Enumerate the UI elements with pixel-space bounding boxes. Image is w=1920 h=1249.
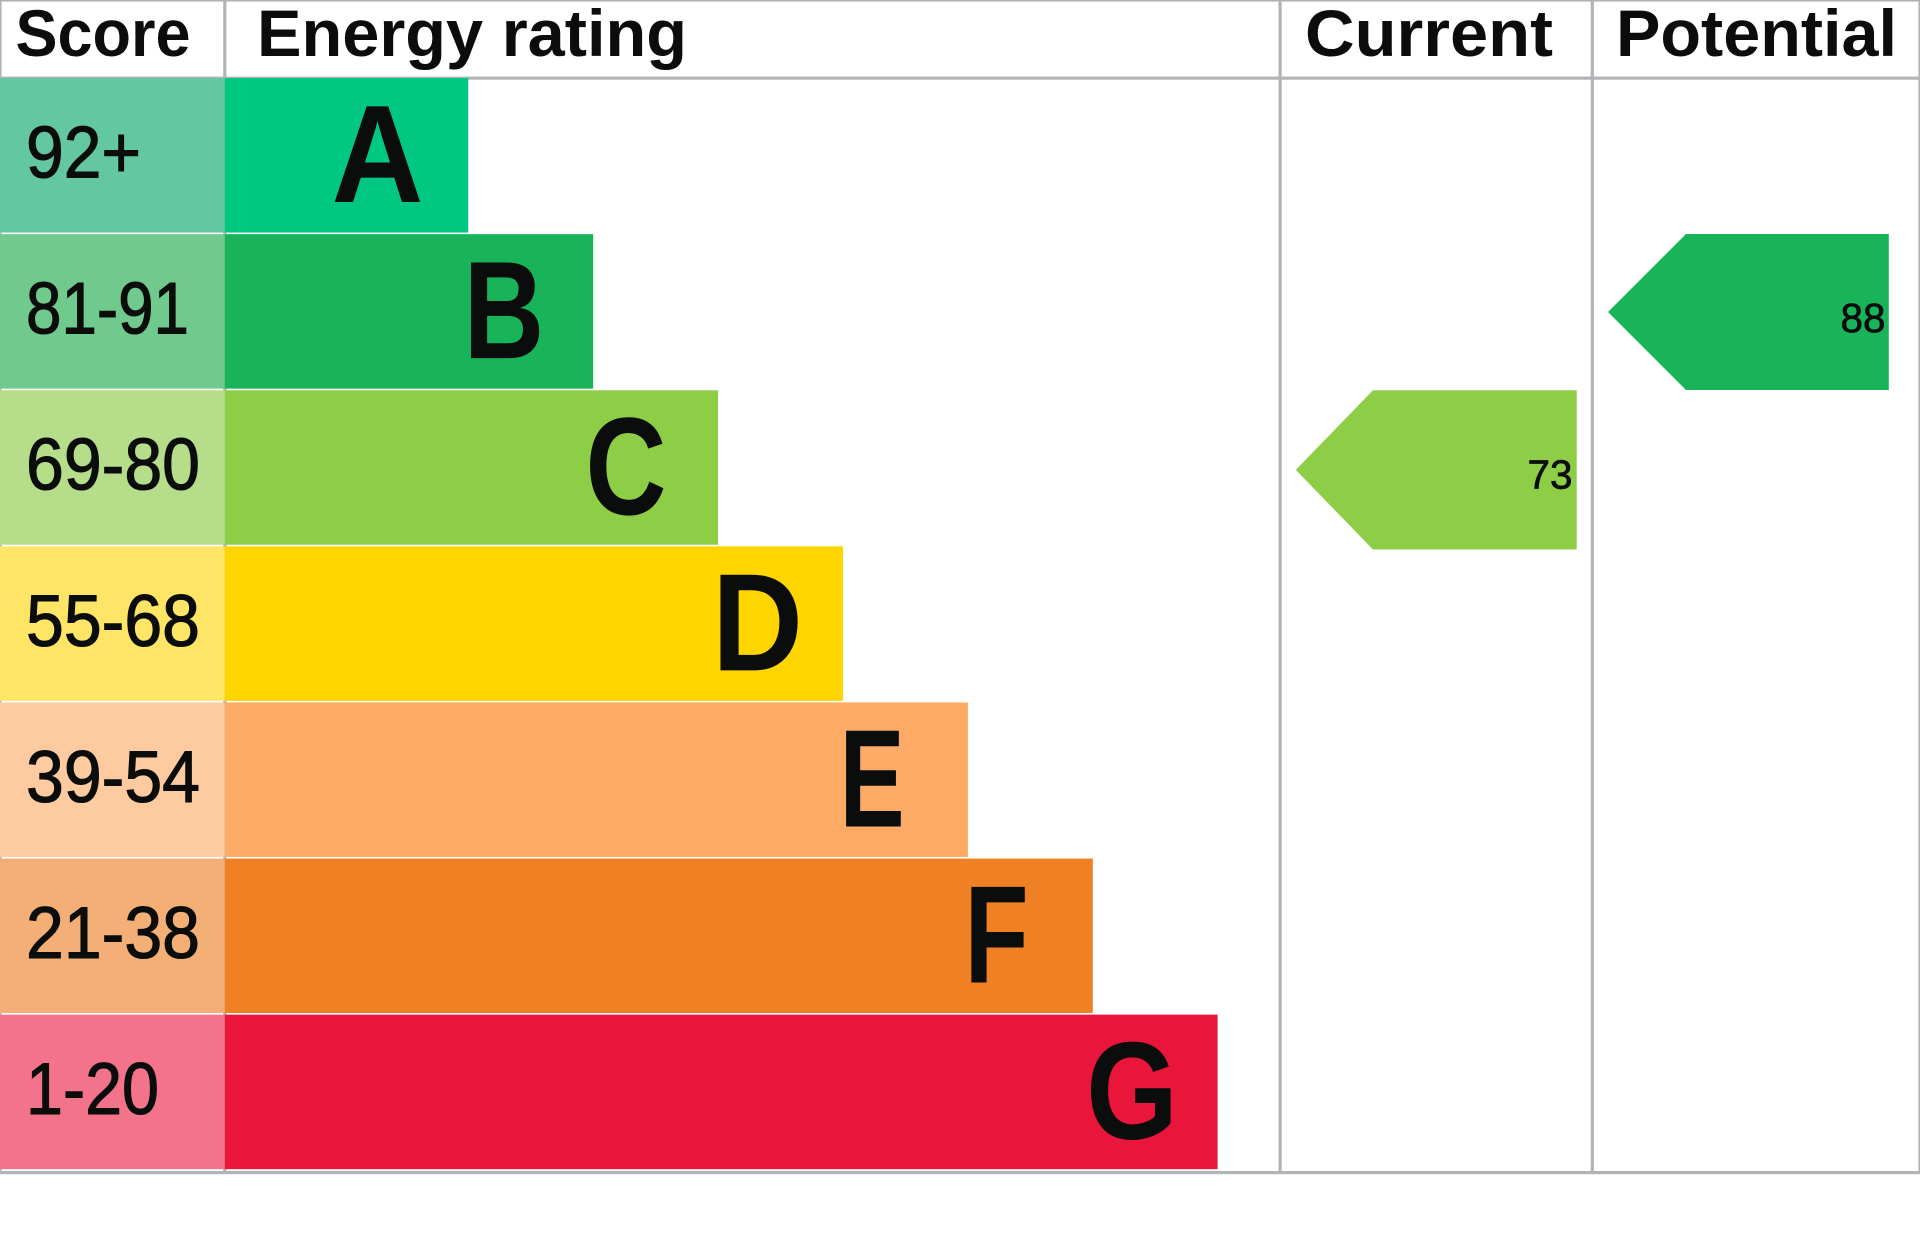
svg-text:92+: 92+ — [26, 110, 141, 193]
svg-text:88: 88 — [1841, 295, 1886, 341]
svg-text:1-20: 1-20 — [26, 1047, 159, 1130]
svg-text:69-80: 69-80 — [26, 423, 200, 506]
svg-text:Current: Current — [1305, 0, 1553, 70]
svg-text:73: 73 — [1528, 452, 1573, 498]
svg-text:Score: Score — [16, 0, 191, 70]
svg-text:E: E — [840, 701, 905, 856]
svg-text:55-68: 55-68 — [26, 579, 200, 662]
svg-text:B: B — [464, 233, 545, 388]
svg-text:39-54: 39-54 — [26, 735, 200, 818]
svg-text:81-91: 81-91 — [26, 267, 189, 350]
svg-text:C: C — [586, 389, 667, 544]
svg-text:D: D — [712, 545, 803, 700]
svg-text:G: G — [1086, 1014, 1178, 1169]
svg-text:21-38: 21-38 — [26, 891, 200, 974]
svg-text:Energy rating: Energy rating — [257, 0, 687, 70]
svg-text:F: F — [964, 858, 1028, 1013]
svg-text:A: A — [332, 77, 424, 232]
svg-text:Potential: Potential — [1616, 0, 1897, 70]
